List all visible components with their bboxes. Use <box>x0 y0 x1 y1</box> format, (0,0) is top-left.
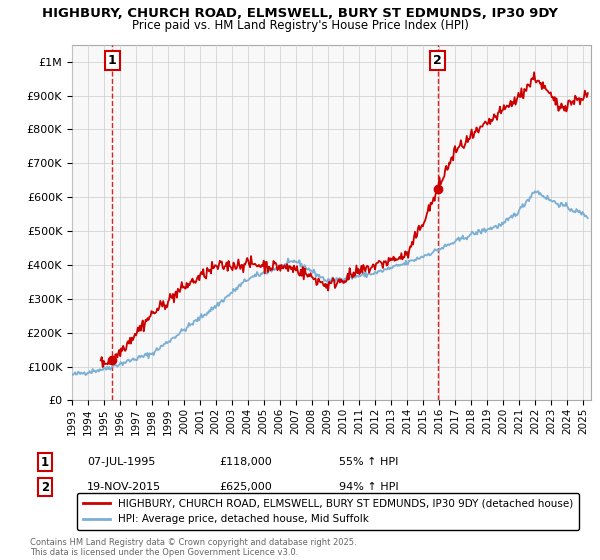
Text: 1: 1 <box>41 455 49 469</box>
Text: Price paid vs. HM Land Registry's House Price Index (HPI): Price paid vs. HM Land Registry's House … <box>131 19 469 32</box>
Text: 1: 1 <box>108 54 116 67</box>
Text: 07-JUL-1995: 07-JUL-1995 <box>87 457 155 467</box>
Text: 55% ↑ HPI: 55% ↑ HPI <box>339 457 398 467</box>
Text: 94% ↑ HPI: 94% ↑ HPI <box>339 482 398 492</box>
Text: £625,000: £625,000 <box>219 482 272 492</box>
Text: 2: 2 <box>433 54 442 67</box>
Text: 2: 2 <box>41 480 49 494</box>
Legend: HIGHBURY, CHURCH ROAD, ELMSWELL, BURY ST EDMUNDS, IP30 9DY (detached house), HPI: HIGHBURY, CHURCH ROAD, ELMSWELL, BURY ST… <box>77 493 580 530</box>
Text: 19-NOV-2015: 19-NOV-2015 <box>87 482 161 492</box>
Text: HIGHBURY, CHURCH ROAD, ELMSWELL, BURY ST EDMUNDS, IP30 9DY: HIGHBURY, CHURCH ROAD, ELMSWELL, BURY ST… <box>42 7 558 20</box>
Text: £118,000: £118,000 <box>219 457 272 467</box>
Text: Contains HM Land Registry data © Crown copyright and database right 2025.
This d: Contains HM Land Registry data © Crown c… <box>30 538 356 557</box>
